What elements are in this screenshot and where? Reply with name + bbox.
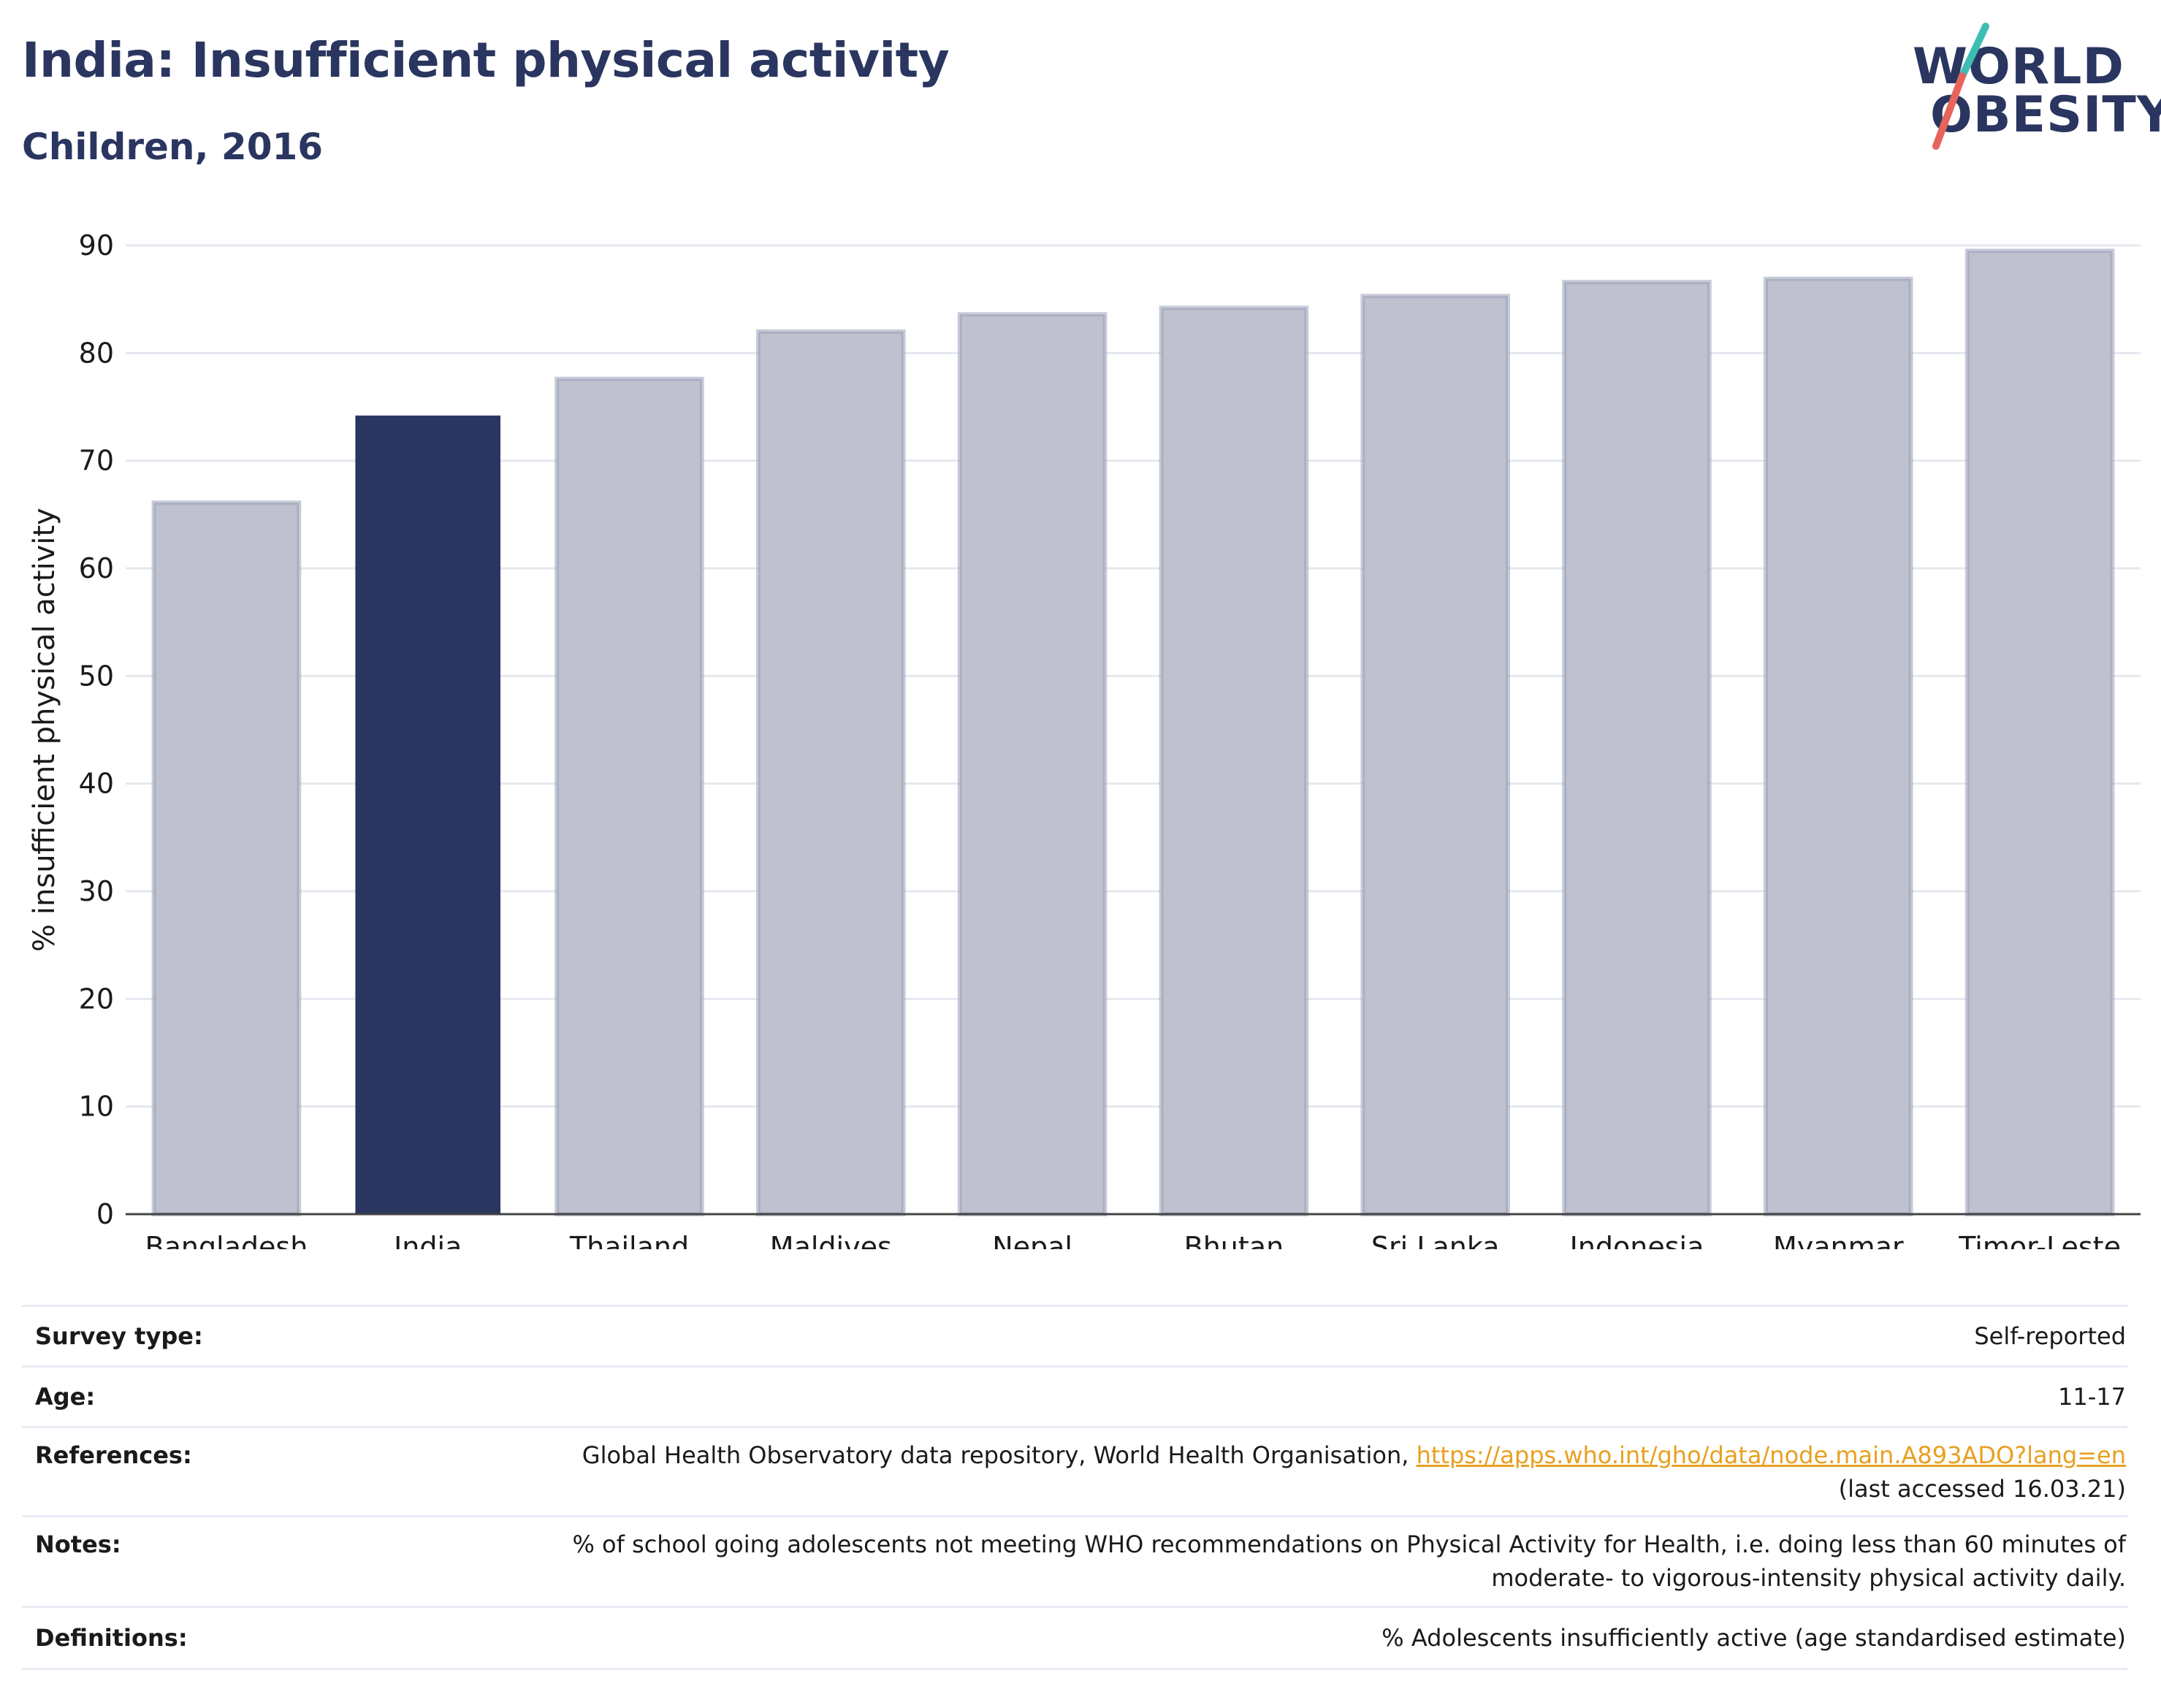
y-tick-label: 10 — [79, 1091, 114, 1123]
x-tick-label: Timor-Leste — [1958, 1231, 2121, 1249]
age-row: Age: 11-17 — [22, 1365, 2127, 1426]
survey-type-row: Survey type: Self-reported — [22, 1305, 2127, 1365]
bar — [1562, 280, 1712, 1216]
bar — [1764, 276, 1913, 1216]
x-tick-label: Nepal — [992, 1231, 1072, 1249]
x-tick-label: India — [394, 1231, 462, 1249]
bar — [355, 415, 500, 1214]
x-tick-label: Sri Lanka — [1371, 1231, 1500, 1249]
chart-title: India: Insufficient physical activity — [22, 32, 950, 88]
definitions-value: % Adolescents insufficiently active (age… — [1381, 1624, 2126, 1652]
bar — [151, 500, 302, 1217]
bar — [756, 329, 906, 1216]
logo-slash-icon — [1932, 23, 1989, 150]
survey-type-label: Survey type: — [35, 1322, 203, 1350]
y-axis-title: % insufficient physical activity — [28, 508, 61, 952]
bar — [1360, 294, 1510, 1216]
y-tick-label: 0 — [96, 1198, 114, 1230]
x-tick-label: Myanmar — [1773, 1231, 1904, 1249]
y-tick-label: 90 — [79, 229, 114, 262]
bar-chart: 0 10 20 30 40 50 60 70 80 90 Bangladesh India Thaila… — [28, 229, 2141, 1249]
bar — [554, 376, 704, 1216]
y-tick-label: 50 — [79, 660, 114, 692]
definitions-label: Definitions: — [35, 1624, 188, 1652]
y-tick-label: 30 — [79, 875, 114, 907]
references-value: Global Health Observatory data repositor… — [582, 1438, 2127, 1506]
survey-type-value: Self-reported — [1974, 1322, 2126, 1350]
bar — [957, 312, 1108, 1216]
x-tick-label: Bhutan — [1184, 1231, 1284, 1249]
references-link[interactable]: https://apps.who.int/gho/data/node.main.… — [1416, 1441, 2126, 1469]
y-tick-label: 80 — [79, 337, 114, 369]
age-label: Age: — [35, 1383, 96, 1411]
logo-line-1: WORLD — [1913, 38, 2124, 96]
logo-line-2: OBESITY — [1930, 86, 2161, 144]
references-accessed: (last accessed 16.03.21) — [1838, 1475, 2126, 1503]
y-tick-label: 70 — [79, 445, 114, 477]
x-tick-label: Bangladesh — [145, 1231, 308, 1249]
bar — [1964, 248, 2115, 1216]
references-text: Global Health Observatory data repositor… — [582, 1441, 1409, 1469]
info-table: Survey type: Self-reported Age: 11-17 Re… — [22, 1305, 2127, 1670]
x-tick-label: Maldives — [770, 1231, 892, 1249]
x-tick-label: Indonesia — [1570, 1231, 1704, 1249]
y-tick-label: 60 — [79, 552, 114, 584]
x-tick-label: Thailand — [569, 1231, 689, 1249]
references-row: References: Global Health Observatory da… — [22, 1426, 2127, 1515]
chart-subtitle: Children, 2016 — [22, 126, 324, 168]
notes-value: % of school going adolescents not meetin… — [572, 1528, 2127, 1595]
bar — [1159, 305, 1309, 1216]
y-tick-label: 20 — [79, 983, 114, 1015]
notes-line-2: moderate- to vigorous-intensity physical… — [1491, 1564, 2126, 1592]
notes-label: Notes: — [35, 1530, 121, 1558]
references-label: References: — [35, 1441, 192, 1469]
world-obesity-logo: WORLD OBESITY — [1899, 20, 2161, 152]
definitions-row: Definitions: % Adolescents insufficientl… — [22, 1606, 2127, 1670]
age-value: 11-17 — [2058, 1383, 2126, 1411]
notes-row: Notes: % of school going adolescents not… — [22, 1515, 2127, 1606]
notes-line-1: % of school going adolescents not meetin… — [572, 1530, 2126, 1558]
y-tick-label: 40 — [79, 768, 114, 800]
